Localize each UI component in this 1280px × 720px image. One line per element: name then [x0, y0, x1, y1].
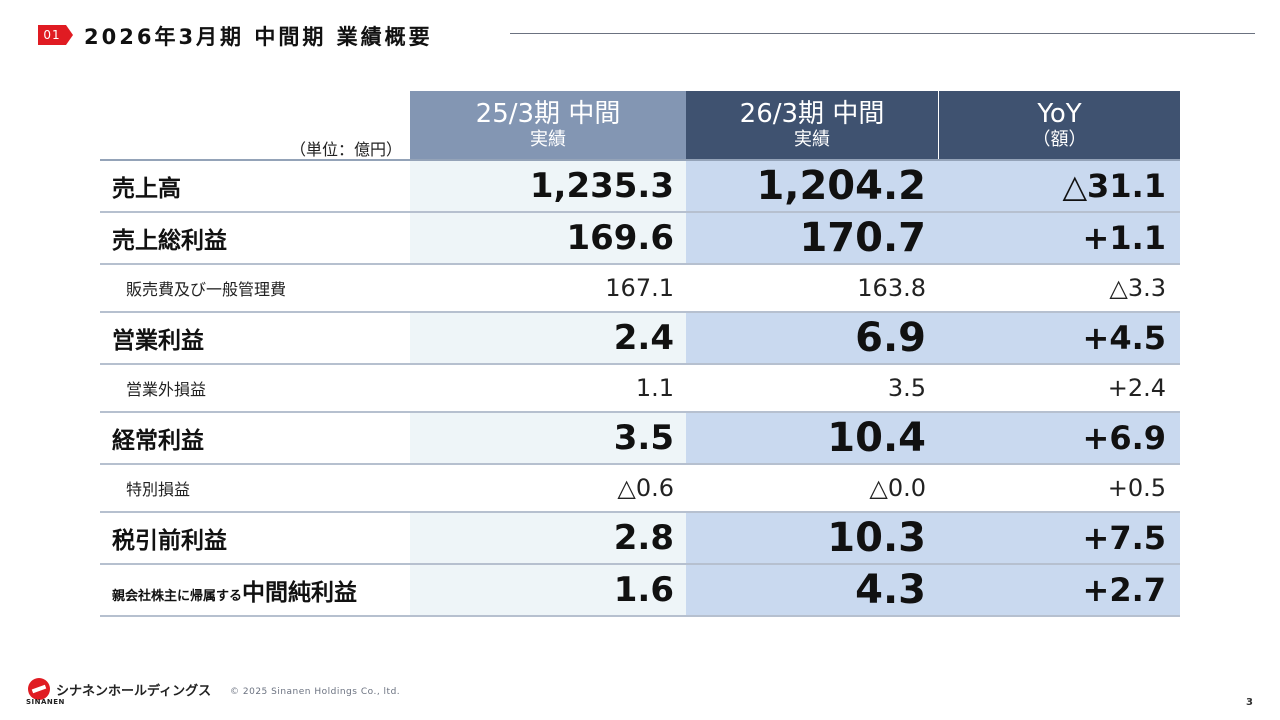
header-divider [100, 159, 1180, 161]
row-label-mixed: 親会社株主に帰属する中間純利益 [112, 573, 357, 607]
column-header-curr: 26/3期 中間 実績 [686, 91, 938, 159]
value-yoy: +6.9 [938, 413, 1180, 463]
value-prev: 2.4 [410, 313, 686, 363]
badge-arrow-icon [66, 25, 73, 45]
title-divider [510, 33, 1255, 34]
column-header-yoy: YoY （額） [939, 91, 1180, 159]
logo-subtext: SINANEN [26, 698, 65, 706]
table-row: 売上総利益 169.6 170.7 +1.1 [100, 213, 1180, 265]
value-prev: 2.8 [410, 513, 686, 563]
value-yoy: +2.4 [938, 365, 1180, 411]
value-yoy: △3.3 [938, 265, 1180, 311]
logo-mark-icon [28, 678, 50, 700]
column-subtitle: 実績 [530, 129, 566, 150]
value-yoy: +4.5 [938, 313, 1180, 363]
section-badge: 01 [38, 24, 74, 46]
value-curr: 1,204.2 [686, 161, 938, 211]
column-subtitle: 実績 [794, 129, 830, 150]
row-label: 親会社株主に帰属する中間純利益 [100, 565, 410, 615]
row-label: 営業利益 [112, 328, 204, 354]
value-yoy: +2.7 [938, 565, 1180, 615]
row-label: 販売費及び一般管理費 [126, 280, 287, 299]
value-prev: 1,235.3 [410, 161, 686, 211]
row-label-prefix: 親会社株主に帰属する [112, 589, 243, 604]
column-title: 25/3期 中間 [475, 99, 621, 129]
table-row: 営業利益 2.4 6.9 +4.5 [100, 313, 1180, 365]
table-row: 営業外損益 1.1 3.5 +2.4 [100, 365, 1180, 413]
value-curr: 6.9 [686, 313, 938, 363]
row-label: 営業外損益 [126, 380, 207, 399]
value-curr: 170.7 [686, 213, 938, 263]
value-yoy: +0.5 [938, 465, 1180, 511]
section-number: 01 [38, 25, 66, 45]
table-row: 特別損益 △0.6 △0.0 +0.5 [100, 465, 1180, 513]
value-prev: 167.1 [410, 265, 686, 311]
value-curr: 163.8 [686, 265, 938, 311]
column-header-prev: 25/3期 中間 実績 [410, 91, 686, 159]
value-prev: 1.6 [410, 565, 686, 615]
value-yoy: +1.1 [938, 213, 1180, 263]
value-curr: 3.5 [686, 365, 938, 411]
table-header: （単位：億円） 25/3期 中間 実績 26/3期 中間 実績 YoY （額） [100, 91, 1180, 161]
row-label-main: 中間純利益 [242, 580, 358, 606]
value-curr: △0.0 [686, 465, 938, 511]
table-row: 経常利益 3.5 10.4 +6.9 [100, 413, 1180, 465]
value-curr: 4.3 [686, 565, 938, 615]
column-title: YoY [1037, 99, 1082, 129]
value-prev: 1.1 [410, 365, 686, 411]
value-prev: 169.6 [410, 213, 686, 263]
value-curr: 10.4 [686, 413, 938, 463]
column-title: 26/3期 中間 [739, 99, 885, 129]
value-yoy: △31.1 [938, 161, 1180, 211]
row-label: 売上高 [112, 176, 181, 202]
row-label: 税引前利益 [112, 528, 227, 554]
value-prev: △0.6 [410, 465, 686, 511]
row-label: 特別損益 [126, 480, 191, 499]
table-row: 税引前利益 2.8 10.3 +7.5 [100, 513, 1180, 565]
column-subtitle: （額） [1032, 129, 1087, 150]
value-prev: 3.5 [410, 413, 686, 463]
results-table: （単位：億円） 25/3期 中間 実績 26/3期 中間 実績 YoY （額） … [100, 91, 1180, 617]
logo-text: シナネンホールディングス [56, 683, 212, 699]
page-number: 3 [1246, 697, 1253, 708]
copyright: © 2025 Sinanen Holdings Co., ltd. [230, 687, 401, 697]
row-label: 売上総利益 [112, 228, 227, 254]
value-yoy: +7.5 [938, 513, 1180, 563]
unit-label: （単位：億円） [290, 140, 403, 159]
page-title: 2026年3月期 中間期 業績概要 [84, 25, 433, 49]
value-curr: 10.3 [686, 513, 938, 563]
table-row: 販売費及び一般管理費 167.1 163.8 △3.3 [100, 265, 1180, 313]
table-row: 売上高 1,235.3 1,204.2 △31.1 [100, 161, 1180, 213]
table-row: 親会社株主に帰属する中間純利益 1.6 4.3 +2.7 [100, 565, 1180, 617]
row-label: 経常利益 [112, 428, 204, 454]
company-logo: シナネンホールディングス [28, 678, 211, 700]
